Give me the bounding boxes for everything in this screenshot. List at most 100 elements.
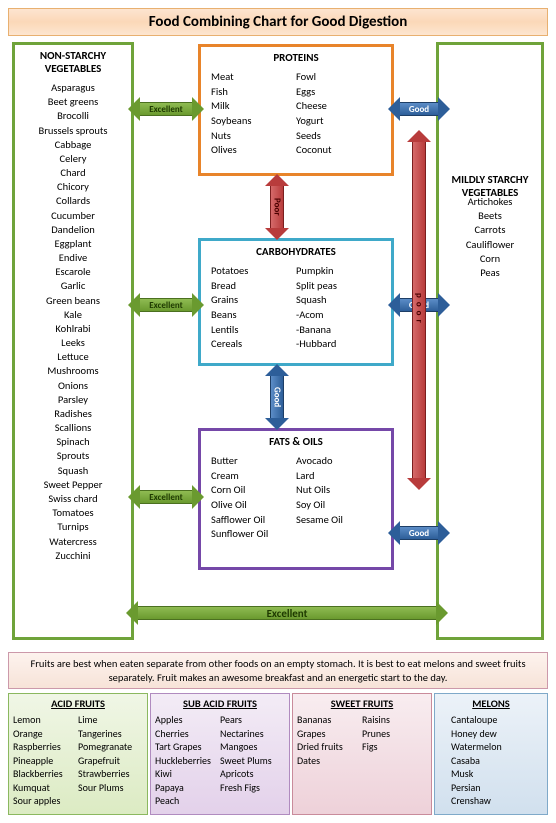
list-item: Tart Grapes (155, 740, 220, 754)
list-item: Grains (211, 293, 296, 308)
list-item: Escarole (15, 265, 131, 279)
list-item: Collards (15, 194, 131, 208)
list-item: Onions (15, 379, 131, 393)
list-item: Kale (15, 308, 131, 322)
list-item: Nuts (211, 129, 296, 144)
fruit-note: Fruits are best when eaten separate from… (8, 652, 548, 689)
list-item: Honey dew (451, 727, 543, 741)
list-item: Grapes (297, 727, 362, 741)
arrow-proteins-mildly: Good (388, 98, 450, 120)
list-item: Sweet Plums (220, 754, 285, 768)
subacid-fruits-box: SUB ACID FRUITS ApplesCherriesTart Grape… (150, 693, 290, 815)
list-item: Nectarines (220, 727, 285, 741)
list-item: Lettuce (15, 350, 131, 364)
mildly-box: MILDLY STARCHY VEGETABLES ArtichokesBeet… (436, 42, 544, 640)
list-item: Cantaloupe (451, 713, 543, 727)
list-item: Nut Oils (296, 483, 381, 498)
proteins-title: PROTEINS (201, 47, 391, 70)
list-item: Mangoes (220, 740, 285, 754)
list-item: Yogurt (296, 114, 381, 129)
list-item: Papaya (155, 781, 220, 795)
list-item: Figs (362, 740, 427, 754)
list-item: Tomatoes (15, 506, 131, 520)
sweet-fruits-title: SWEET FRUITS (297, 697, 427, 710)
list-item: Garlic (15, 279, 131, 293)
list-item: Carrots (439, 223, 541, 237)
list-item: Olives (211, 143, 296, 158)
subacid-fruits-title: SUB ACID FRUITS (155, 697, 285, 710)
list-item: Leeks (15, 336, 131, 350)
list-item: Sweet Pepper (15, 478, 131, 492)
list-item: Asparagus (15, 81, 131, 95)
list-item: Cauliflower (439, 238, 541, 252)
list-item: Kohlrabi (15, 322, 131, 336)
list-item: Squash (15, 464, 131, 478)
list-item: Fowl (296, 70, 381, 85)
list-item: Persian (451, 781, 543, 795)
list-item: Squash (296, 293, 381, 308)
melons-title: MELONS (439, 697, 543, 710)
list-item: Eggplant (15, 237, 131, 251)
list-item: Pumpkin (296, 264, 381, 279)
list-item: Scallions (15, 421, 131, 435)
list-item: Beet greens (15, 95, 131, 109)
list-item: Cherries (155, 727, 220, 741)
list-item: Apricots (220, 767, 285, 781)
list-item: Seeds (296, 129, 381, 144)
list-item: Cucumber (15, 209, 131, 223)
proteins-col2: FowlEggsCheeseYogurtSeedsCoconut (296, 70, 381, 158)
list-item: Grapefruit (78, 754, 143, 768)
list-item: Radishes (15, 407, 131, 421)
chart-title: Food Combining Chart for Good Digestion (8, 8, 548, 36)
list-item: Turnips (15, 520, 131, 534)
list-item: Green beans (15, 294, 131, 308)
acid-fruits-box: ACID FRUITS LemonOrangeRaspberriesPineap… (8, 693, 148, 815)
list-item: Mushrooms (15, 364, 131, 378)
list-item: Cream (211, 469, 296, 484)
list-item: Tangerines (78, 727, 143, 741)
list-item: Fresh Figs (220, 781, 285, 795)
list-item: Avocado (296, 454, 381, 469)
proteins-box: PROTEINS MeatFishMilkSoybeansNutsOlivesF… (198, 44, 394, 176)
nonstarchy-title: NON-STARCHY VEGETABLES (15, 45, 131, 81)
carbs-col1: PotatoesBreadGrainsBeansLentilsCereals (211, 264, 296, 352)
list-item: Watercress (15, 535, 131, 549)
fats-col2: AvocadoLardNut OilsSoy OilSesame Oil (296, 454, 381, 542)
arrow-proteins-fats: poor (408, 130, 430, 490)
list-item: Dried fruits (297, 740, 362, 754)
list-item: Safflower Oil (211, 513, 296, 528)
arrow-proteins-carbs: Poor (266, 174, 288, 240)
nonstarchy-box: NON-STARCHY VEGETABLES AsparagusBeet gre… (12, 42, 134, 640)
list-item: Butter (211, 454, 296, 469)
acid-fruits-title: ACID FRUITS (13, 697, 143, 710)
list-item: Strawberries (78, 767, 143, 781)
list-item: Bread (211, 279, 296, 294)
arrow-fats-mildly: Good (388, 522, 450, 544)
fats-box: FATS & OILS ButterCreamCorn OilOlive Oil… (198, 428, 394, 570)
list-item: Beets (439, 209, 541, 223)
list-item: Spinach (15, 435, 131, 449)
fats-title: FATS & OILS (201, 431, 391, 454)
list-item: Sunflower Oil (211, 527, 296, 542)
list-item: Chard (15, 166, 131, 180)
list-item: Lemon (13, 713, 78, 727)
list-item: Watermelon (451, 740, 543, 754)
list-item: Eggs (296, 85, 381, 100)
arrow-nonstarchy-proteins: Excellent (128, 98, 204, 120)
list-item: -Hubbard (296, 337, 381, 352)
list-item: Pineapple (13, 754, 78, 768)
list-item: Musk (451, 767, 543, 781)
list-item: Sesame Oil (296, 513, 381, 528)
list-item: Brocolli (15, 109, 131, 123)
list-item: Celery (15, 152, 131, 166)
list-item: Cheese (296, 99, 381, 114)
list-item: Orange (13, 727, 78, 741)
list-item: Raisins (362, 713, 427, 727)
list-item: Blackberries (13, 767, 78, 781)
list-item: Sour Plums (78, 781, 143, 795)
list-item: Beans (211, 308, 296, 323)
list-item: Milk (211, 99, 296, 114)
list-item: Lard (296, 469, 381, 484)
carbs-col2: PumpkinSplit peasSquash-Acom-Banana-Hubb… (296, 264, 381, 352)
list-item: Bananas (297, 713, 362, 727)
